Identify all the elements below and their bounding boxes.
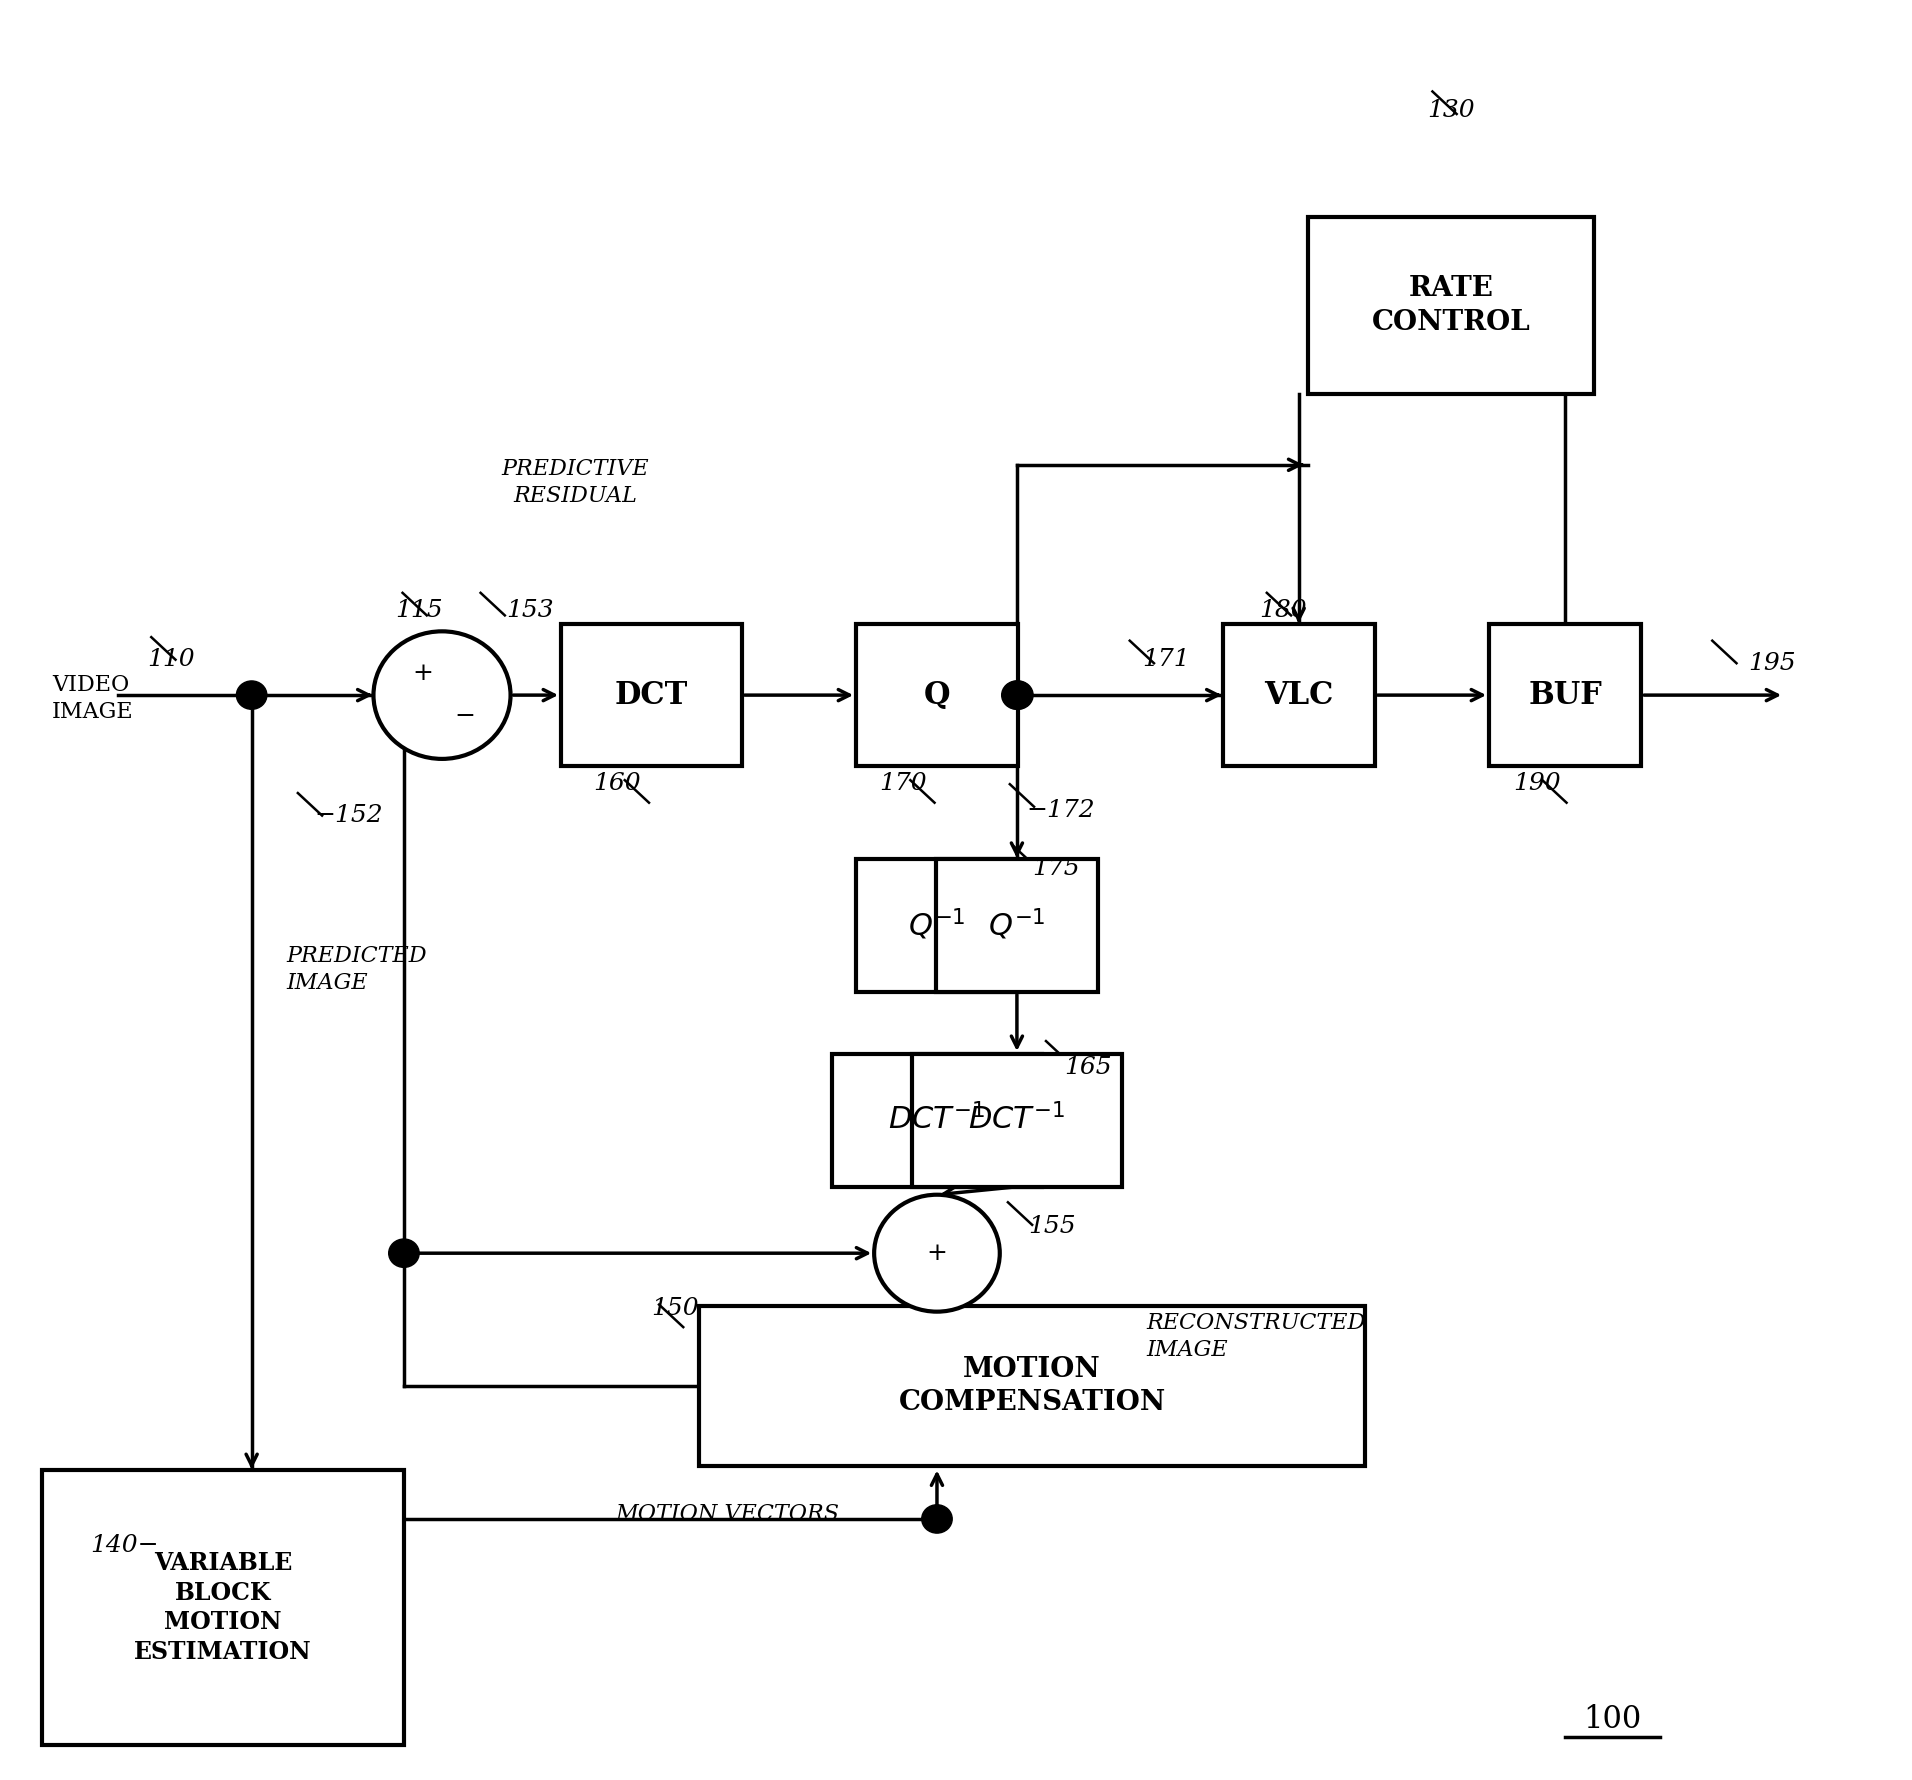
Text: 160: 160 — [593, 773, 641, 796]
FancyBboxPatch shape — [857, 860, 1017, 991]
Text: 170: 170 — [880, 773, 927, 796]
Circle shape — [388, 1239, 419, 1267]
Text: −172: −172 — [1027, 799, 1096, 822]
Text: −152: −152 — [314, 805, 382, 828]
Text: VLC: VLC — [1264, 680, 1333, 710]
Text: 130: 130 — [1426, 100, 1474, 123]
Text: 171: 171 — [1143, 648, 1189, 671]
Text: 115: 115 — [396, 598, 444, 621]
Circle shape — [237, 682, 268, 708]
Text: 155: 155 — [1029, 1216, 1076, 1239]
FancyBboxPatch shape — [42, 1470, 403, 1744]
Text: 153: 153 — [507, 598, 554, 621]
Text: $DCT^{-1}$: $DCT^{-1}$ — [889, 1104, 985, 1137]
FancyBboxPatch shape — [937, 860, 1097, 991]
Text: +: + — [413, 662, 434, 685]
Text: $Q^{-1}$: $Q^{-1}$ — [908, 908, 966, 943]
Text: PREDICTIVE
RESIDUAL: PREDICTIVE RESIDUAL — [501, 457, 648, 507]
Text: 140−: 140− — [90, 1534, 159, 1558]
Text: $DCT^{-1}$: $DCT^{-1}$ — [967, 1104, 1065, 1137]
Text: RECONSTRUCTED
IMAGE: RECONSTRUCTED IMAGE — [1147, 1312, 1365, 1362]
FancyBboxPatch shape — [857, 625, 1017, 765]
FancyBboxPatch shape — [832, 1054, 1042, 1187]
Text: 195: 195 — [1748, 651, 1795, 675]
Text: $Q^{-1}$: $Q^{-1}$ — [989, 908, 1046, 943]
Text: RATE
CONTROL: RATE CONTROL — [1371, 276, 1530, 335]
FancyBboxPatch shape — [912, 1054, 1122, 1187]
Text: MOTION
COMPENSATION: MOTION COMPENSATION — [899, 1356, 1166, 1417]
Circle shape — [874, 1194, 1000, 1312]
FancyBboxPatch shape — [1222, 625, 1375, 765]
Circle shape — [1002, 682, 1032, 708]
FancyBboxPatch shape — [1489, 625, 1640, 765]
Text: 150: 150 — [652, 1296, 700, 1319]
Text: 165: 165 — [1065, 1056, 1113, 1079]
Text: 100: 100 — [1583, 1703, 1642, 1736]
Text: VIDEO
IMAGE: VIDEO IMAGE — [52, 675, 134, 723]
Text: +: + — [927, 1242, 948, 1266]
Circle shape — [373, 632, 511, 758]
Text: −: − — [455, 705, 476, 728]
Text: 190: 190 — [1512, 773, 1560, 796]
Text: 180: 180 — [1260, 598, 1308, 621]
Circle shape — [1002, 682, 1032, 708]
Text: DCT: DCT — [616, 680, 688, 710]
Text: MOTION VECTORS: MOTION VECTORS — [616, 1502, 839, 1525]
Text: Q: Q — [923, 680, 950, 710]
Circle shape — [922, 1504, 952, 1533]
FancyBboxPatch shape — [560, 625, 742, 765]
Text: 110: 110 — [147, 648, 195, 671]
FancyBboxPatch shape — [1308, 217, 1595, 393]
Text: BUF: BUF — [1528, 680, 1602, 710]
Text: 175: 175 — [1032, 858, 1080, 881]
Text: PREDICTED
IMAGE: PREDICTED IMAGE — [287, 945, 426, 995]
FancyBboxPatch shape — [700, 1307, 1365, 1465]
Text: VARIABLE
BLOCK
MOTION
ESTIMATION: VARIABLE BLOCK MOTION ESTIMATION — [134, 1550, 312, 1664]
